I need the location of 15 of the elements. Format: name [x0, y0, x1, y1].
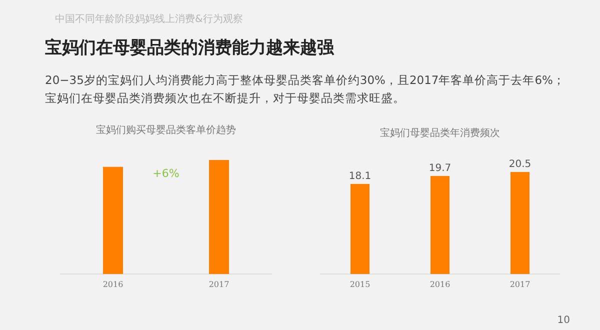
x-tick-label: 2015 — [350, 280, 370, 289]
annotation: +6% — [152, 167, 180, 180]
data-label: 19.7 — [428, 162, 452, 174]
x-tick-label: 2017 — [208, 280, 230, 289]
text: 中国不同年龄阶段妈妈线上消费&行为观察 — [55, 13, 243, 25]
x-tick-label: 2017 — [510, 280, 530, 289]
x-tick-label: 2016 — [102, 280, 124, 289]
text: 20−35岁的宝妈们人均消费能力高于整体母婴品类客单价约30%，且2017年客单价高于去年6%；宝妈们在母婴品类消费频次也在不断提升，对于母婴品类需求旺盛。 — [45, 73, 565, 105]
data-label: 20.5 — [508, 159, 532, 170]
text: 宝妈们在母婴品类的消费能力越来越强 — [45, 38, 335, 58]
chart-title: 宝妈们母婴品类年消费频次 — [380, 127, 500, 139]
x-tick-label: 2016 — [430, 280, 450, 289]
data-label: 18.1 — [348, 170, 372, 182]
chart-title: 宝妈们购买母婴品类客单价趋势 — [96, 124, 236, 136]
text: 10 — [557, 315, 570, 326]
